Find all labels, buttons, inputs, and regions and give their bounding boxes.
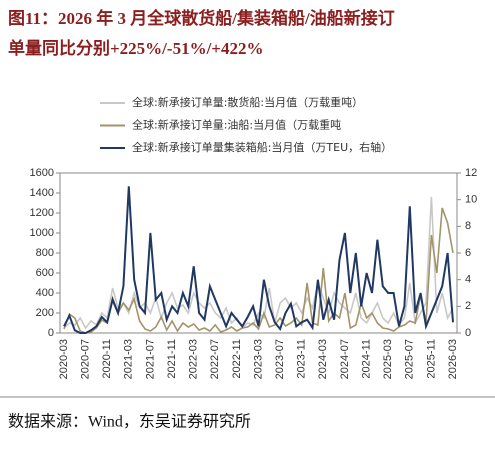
y2-tick-label: 10 — [465, 194, 477, 206]
x-tick-label: 2023-03 — [252, 339, 264, 379]
x-tick-label: 2022-07 — [209, 339, 221, 379]
y-tick-label: 800 — [36, 247, 54, 259]
x-tick-label: 2022-11 — [231, 339, 243, 379]
source: 数据来源：Wind，东吴证券研究所 — [8, 413, 251, 431]
y-tick-label: 200 — [36, 307, 54, 319]
series-line — [63, 186, 454, 334]
x-tick-label: 2024-07 — [339, 339, 351, 379]
y-tick-label: 1000 — [30, 227, 54, 239]
x-tick-label: 2024-03 — [317, 339, 329, 379]
legend-label: 全球:新承接订单量:油船:当月值（万载重吨 — [132, 118, 341, 132]
y-tick-label: 1600 — [30, 167, 54, 179]
x-tick-label: 2025-11 — [425, 339, 437, 379]
series-line — [63, 196, 454, 330]
y2-tick-label: 4 — [465, 274, 471, 286]
y2-tick-label: 8 — [465, 220, 471, 232]
x-tick-label: 2023-07 — [274, 339, 286, 379]
y-tick-label: 400 — [36, 287, 54, 299]
x-tick-label: 2020-03 — [58, 339, 70, 379]
y-tick-label: 1400 — [30, 187, 54, 199]
x-tick-label: 2022-03 — [188, 339, 200, 379]
y-tick-label: 0 — [48, 327, 54, 339]
y2-tick-label: 0 — [465, 327, 471, 339]
x-tick-label: 2025-03 — [382, 339, 394, 379]
chart-title: 图11：2026 年 3 月全球散货船/集装箱船/油船新接订单量同比分别+225… — [8, 8, 395, 58]
x-tick-label: 2021-11 — [166, 339, 178, 379]
y-tick-label: 600 — [36, 267, 54, 279]
x-tick-label: 2021-03 — [123, 339, 135, 379]
legend-label: 全球:新承接订单量:散货船:当月值（万载重吨） — [132, 95, 363, 109]
x-tick-label: 2026-03 — [447, 339, 459, 379]
y-tick-label: 1200 — [30, 207, 54, 219]
legend-label: 全球:新承接订单量集装箱船:当月值（万TEU，右轴） — [132, 140, 392, 154]
y2-tick-label: 12 — [465, 167, 477, 179]
x-tick-label: 2025-07 — [404, 339, 416, 379]
y2-tick-label: 6 — [465, 247, 471, 259]
x-tick-label: 2021-07 — [144, 339, 156, 379]
y2-tick-label: 2 — [465, 300, 471, 312]
x-tick-label: 2024-11 — [360, 339, 372, 379]
series-line — [63, 207, 454, 334]
x-tick-label: 2020-07 — [80, 339, 92, 379]
x-tick-label: 2020-11 — [101, 339, 113, 379]
x-tick-label: 2023-11 — [296, 339, 308, 379]
